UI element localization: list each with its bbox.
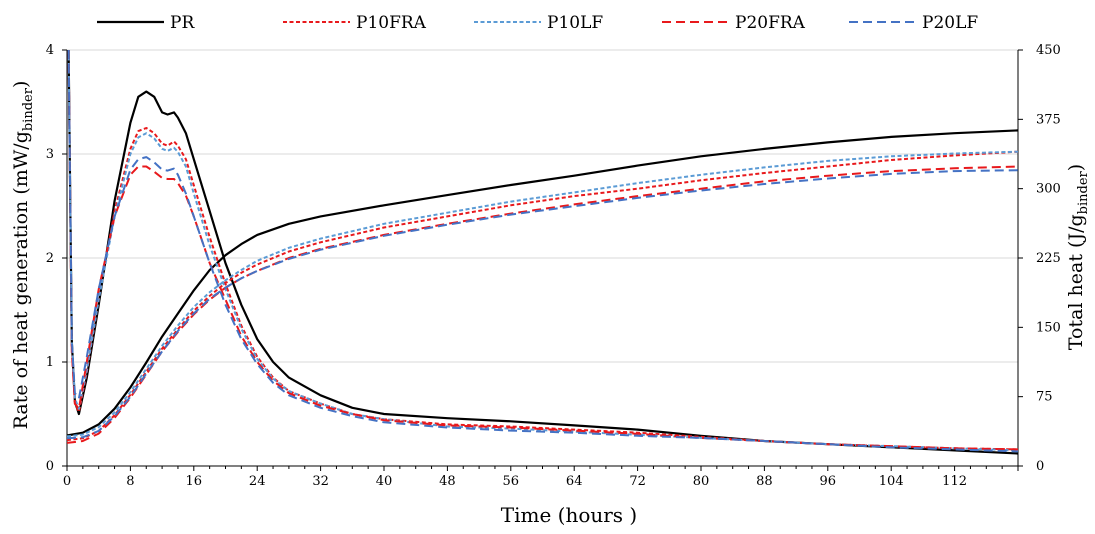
y-right-tick-label: 150 — [1036, 320, 1061, 335]
x-tick-label: 8 — [126, 474, 134, 489]
x-tick-label: 80 — [693, 474, 710, 489]
series-p10lf-heat-rate-line — [67, 49, 1019, 452]
y-right-tick-label: 450 — [1036, 43, 1061, 58]
series-p10lf-total-heat-line — [66, 150, 1019, 438]
series-p20fra-heat-rate-line — [67, 49, 1019, 451]
grid-lines — [67, 49, 1018, 363]
x-tick-label: 48 — [439, 474, 456, 489]
x-tick-label: 88 — [756, 474, 773, 489]
series-p20lf-total-heat-line — [66, 169, 1019, 440]
y-axis-right-title-main: Total heat (J/g — [1065, 214, 1087, 350]
legend-label-p20lf: P20LF — [922, 13, 978, 33]
y-left-tick-label: 3 — [46, 147, 54, 162]
y-axis-right-title-end: ) — [1065, 164, 1087, 171]
series-p10fra-total-heat-line — [66, 150, 1019, 442]
legend: PR P10FRA P10LF P20FRA P20LF — [97, 13, 978, 33]
y-right-tick-label: 375 — [1036, 112, 1061, 127]
y-axis-right-title: Total heat (J/gbinder) — [1065, 164, 1091, 350]
x-tick-label: 72 — [629, 474, 646, 489]
x-axis-title: Time (hours ) — [501, 503, 637, 527]
series-pr-total-heat-line — [66, 129, 1019, 437]
x-tick-label: 112 — [942, 474, 967, 489]
x-tick-label: 96 — [820, 474, 837, 489]
y-axis-left-title-sub: binder — [21, 87, 36, 131]
legend-label-p10fra: P10FRA — [356, 13, 427, 33]
x-tick-label: 0 — [63, 474, 71, 489]
x-tick-label: 24 — [249, 474, 266, 489]
x-tick-label: 16 — [186, 474, 203, 489]
series-lines — [66, 49, 1019, 455]
y-axis-left-title-main: Rate of heat generation (mW/g — [10, 131, 32, 429]
legend-label-p20fra: P20FRA — [735, 13, 806, 33]
y-left-tick-label: 0 — [46, 459, 54, 474]
y-left-tick-label: 2 — [46, 251, 54, 266]
x-tick-label: 32 — [312, 474, 329, 489]
y-right-tick-label: 225 — [1036, 251, 1061, 266]
legend-label-p10lf: P10LF — [547, 13, 603, 33]
series-pr-heat-rate-line — [67, 49, 1019, 455]
series-p10fra-heat-rate-line — [67, 49, 1019, 451]
y-left-tick-label: 4 — [46, 43, 54, 58]
y-axis-left-title-end: ) — [10, 81, 32, 88]
series-p20fra-total-heat-line — [66, 165, 1019, 444]
y-right-tick-label: 0 — [1036, 459, 1044, 474]
x-tick-label: 104 — [879, 474, 904, 489]
y-axis-left-title: Rate of heat generation (mW/gbinder) — [10, 81, 36, 430]
legend-label-pr: PR — [170, 13, 195, 33]
series-p20lf-heat-rate-line — [67, 49, 1019, 453]
y-left-tick-label: 1 — [46, 355, 54, 370]
x-tick-label: 40 — [376, 474, 393, 489]
x-tick-label: 64 — [566, 474, 583, 489]
y-axis-right-title-sub: binder — [1076, 170, 1091, 214]
y-right-tick-label: 75 — [1036, 390, 1053, 405]
x-tick-label: 56 — [503, 474, 520, 489]
y-right-tick-label: 300 — [1036, 182, 1061, 197]
